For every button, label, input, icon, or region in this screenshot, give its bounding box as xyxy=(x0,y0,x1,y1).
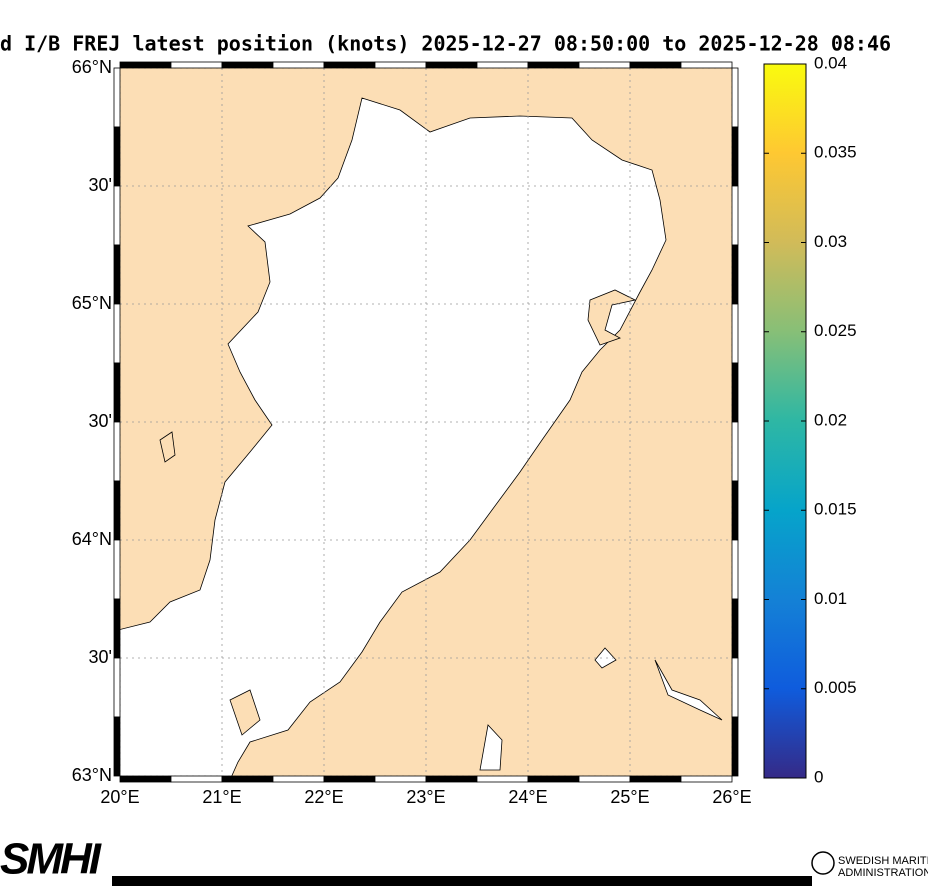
frame-segment xyxy=(113,185,121,246)
frame-segment xyxy=(731,67,739,128)
land-island xyxy=(159,431,176,463)
frame-segment xyxy=(113,126,121,187)
frame-segment xyxy=(629,775,682,783)
sea-lake xyxy=(654,659,723,721)
frame-segment xyxy=(731,244,739,305)
frame-segment xyxy=(323,775,376,783)
y-tick-label: 64°N xyxy=(72,529,112,549)
x-tick-label: 23°E xyxy=(406,787,445,807)
frame-segment xyxy=(113,303,121,364)
frame-segment xyxy=(113,480,121,541)
sea-lake xyxy=(594,647,617,669)
right-logo-line: SWEDISH MARITIME xyxy=(838,855,928,867)
colorbar-tick-label: 0.01 xyxy=(814,589,847,608)
colorbar-tick-label: 0.03 xyxy=(814,232,847,251)
colorbar-tick-label: 0.035 xyxy=(814,143,857,162)
frame-segment xyxy=(272,775,325,783)
land-island xyxy=(587,289,637,346)
colorbar-tick-label: 0 xyxy=(814,767,823,786)
footer-bar xyxy=(112,876,812,886)
x-tick-label: 21°E xyxy=(202,787,241,807)
frame-segment xyxy=(527,61,580,69)
sea xyxy=(120,97,667,776)
y-tick-label: 66°N xyxy=(72,57,112,77)
frame-segment xyxy=(476,61,529,69)
frame-segment xyxy=(680,775,733,783)
colorbar-tick-label: 0.02 xyxy=(814,410,847,429)
frame-segment xyxy=(221,775,274,783)
frame-segment xyxy=(731,303,739,364)
frame-segment xyxy=(113,244,121,305)
frame-segment xyxy=(113,539,121,600)
frame-segment xyxy=(170,775,223,783)
chart-title: d I/B FREJ latest position (knots) 2025-… xyxy=(0,32,891,56)
colorbar-tick-label: 0.015 xyxy=(814,500,857,519)
frame-segment xyxy=(374,775,427,783)
frame-segment xyxy=(476,775,529,783)
right-logo-line: ADMINISTRATION xyxy=(838,867,928,879)
frame-segment xyxy=(272,61,325,69)
x-tick-label: 20°E xyxy=(100,787,139,807)
frame-segment xyxy=(425,61,478,69)
frame-segment xyxy=(731,362,739,423)
frame-segment xyxy=(578,775,631,783)
y-tick-label: 65°N xyxy=(72,293,112,313)
sea-lake xyxy=(479,724,503,771)
frame-segment xyxy=(731,657,739,718)
x-tick-label: 22°E xyxy=(304,787,343,807)
colorbar-tick-label: 0.005 xyxy=(814,678,857,697)
frame-segment xyxy=(221,61,274,69)
frame-segment xyxy=(170,61,223,69)
land-island xyxy=(229,689,261,736)
frame-segment xyxy=(731,421,739,482)
frame-segment xyxy=(119,61,172,69)
x-tick-label: 25°E xyxy=(610,787,649,807)
frame-segment xyxy=(425,775,478,783)
y-tick-label: 30' xyxy=(89,411,112,431)
frame-segment xyxy=(113,598,121,659)
frame-segment xyxy=(731,716,739,777)
frame-segment xyxy=(578,61,631,69)
frame-segment xyxy=(113,421,121,482)
frame-segment xyxy=(731,539,739,600)
frame-segment xyxy=(731,126,739,187)
frame-segment xyxy=(113,657,121,718)
frame-segment xyxy=(527,775,580,783)
y-tick-label: 30' xyxy=(89,175,112,195)
frame-segment xyxy=(323,61,376,69)
map xyxy=(120,68,732,776)
frame-segment xyxy=(113,716,121,777)
frame-segment xyxy=(680,61,733,69)
frame-segment xyxy=(113,362,121,423)
colorbar-tick-label: 0.04 xyxy=(814,53,847,72)
frame-segment xyxy=(731,598,739,659)
frame-segment xyxy=(113,67,121,128)
frame-segment xyxy=(731,480,739,541)
frame-segment xyxy=(731,185,739,246)
y-tick-label: 63°N xyxy=(72,765,112,785)
frame-segment xyxy=(374,61,427,69)
y-tick-label: 30' xyxy=(89,647,112,667)
colorbar-tick-label: 0.025 xyxy=(814,321,857,340)
frame-segment xyxy=(629,61,682,69)
colorbar xyxy=(763,63,807,779)
x-tick-label: 24°E xyxy=(508,787,547,807)
left-logo: SMHI xyxy=(0,835,102,884)
x-tick-label: 26°E xyxy=(712,787,751,807)
anchor-emblem xyxy=(811,851,835,875)
frame-segment xyxy=(119,775,172,783)
